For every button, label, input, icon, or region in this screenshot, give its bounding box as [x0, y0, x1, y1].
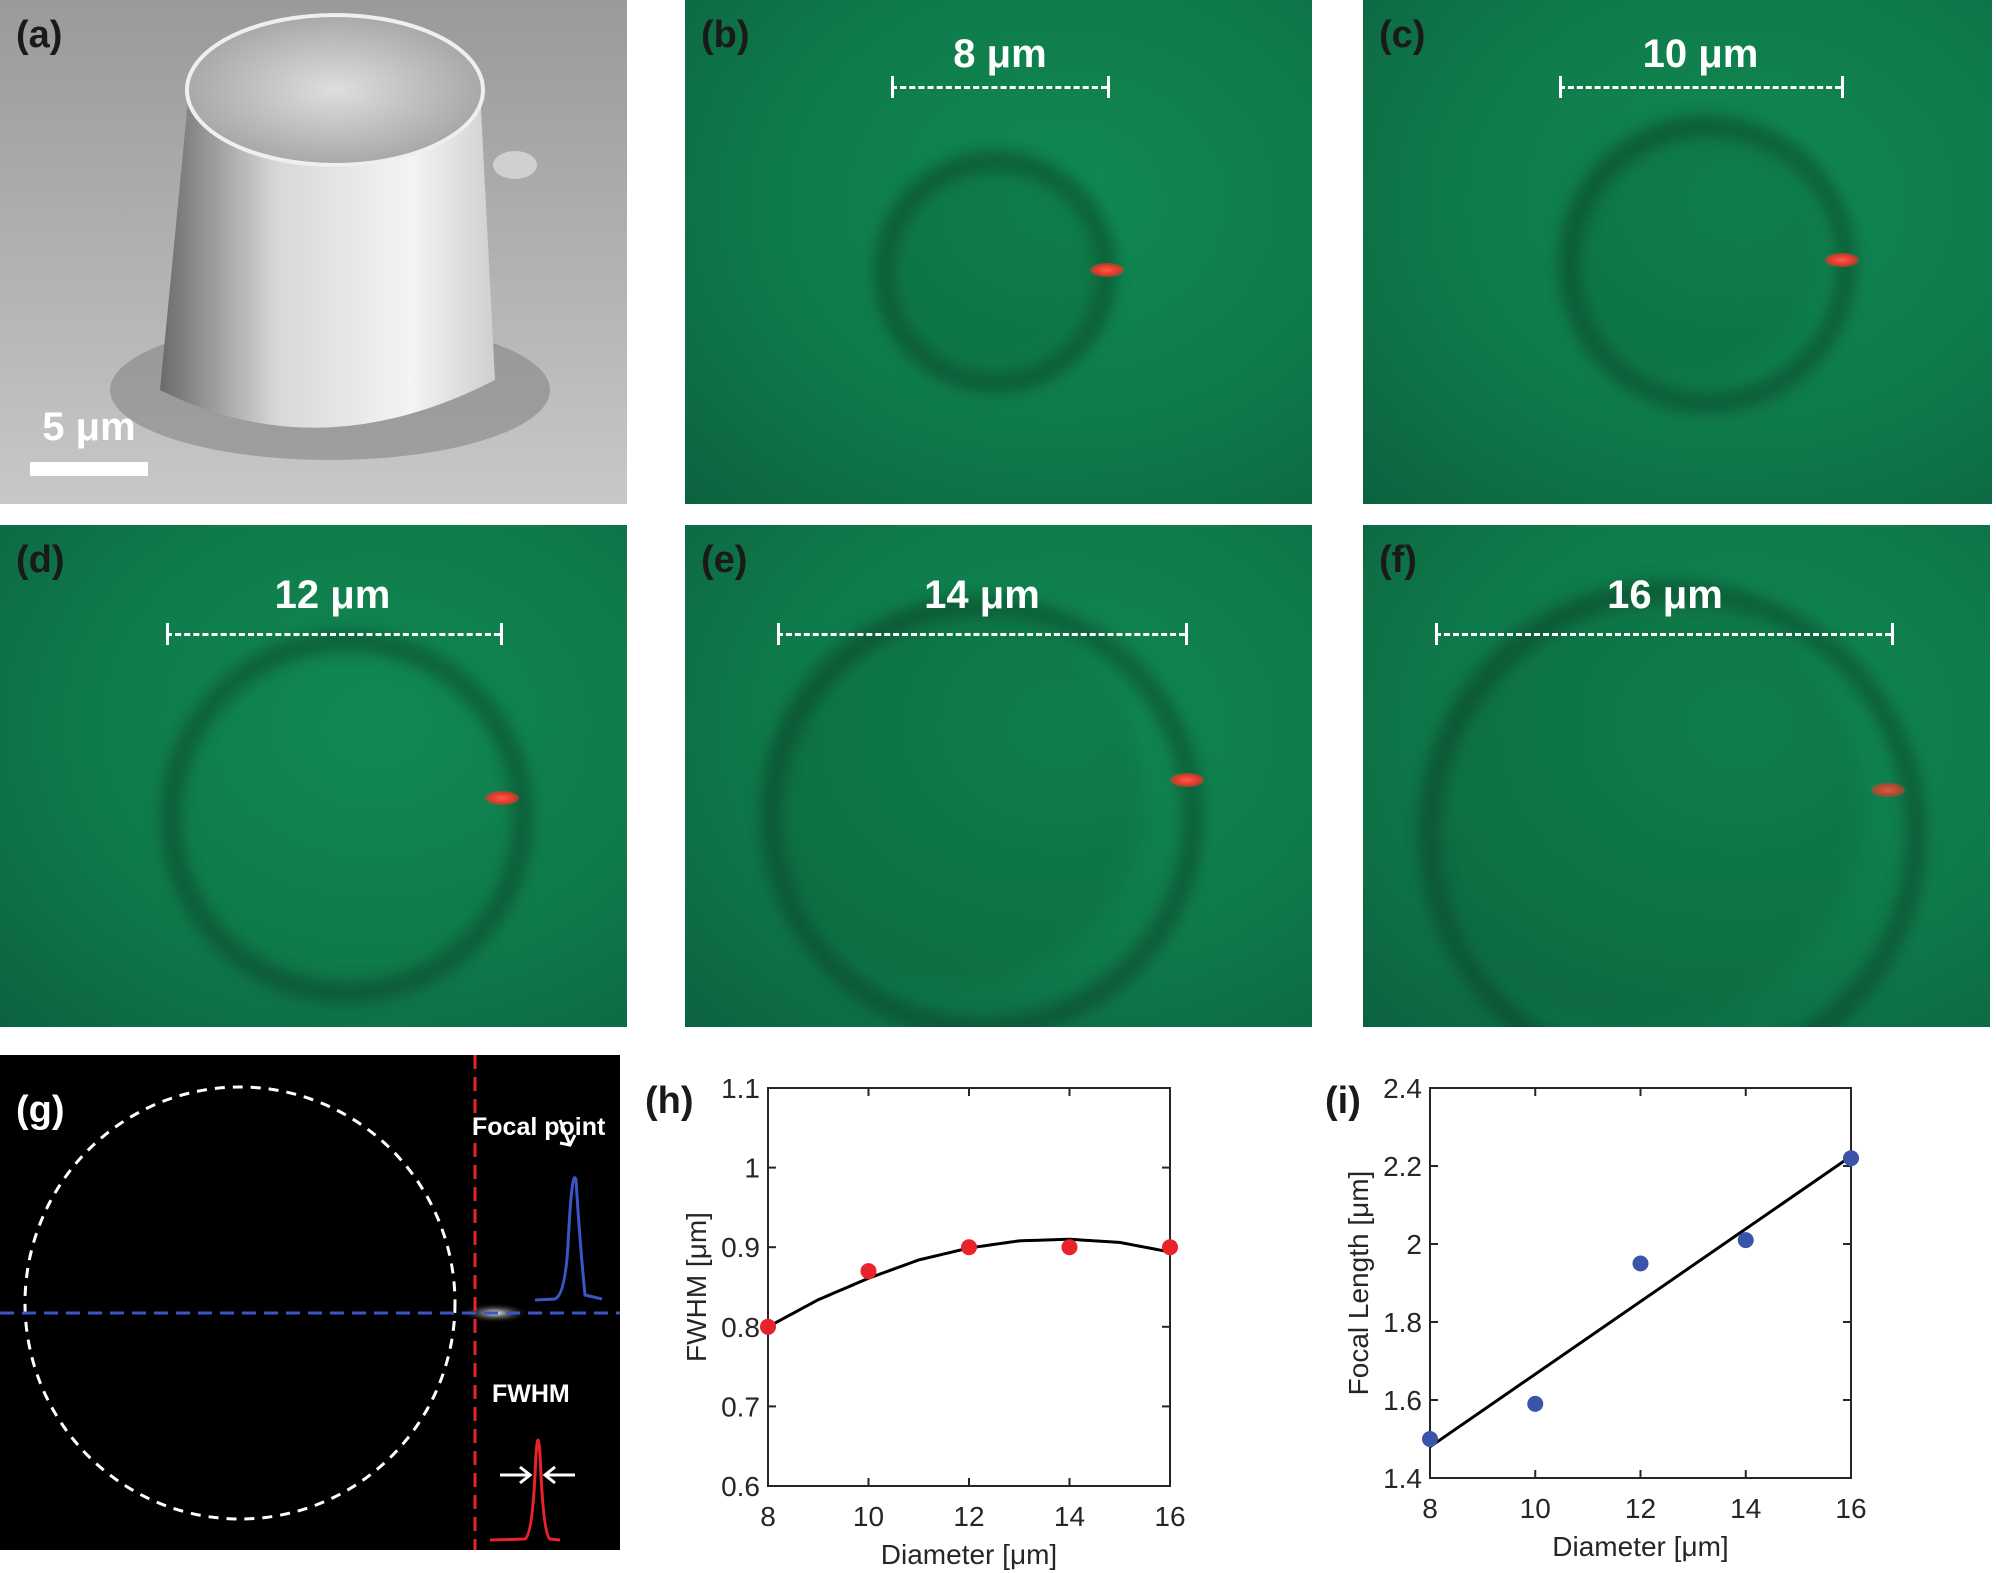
- y-tick-label: 1.1: [721, 1073, 760, 1104]
- scale-bar: [30, 462, 148, 476]
- panel-label: (d): [16, 539, 65, 581]
- x-tick-label: 10: [1520, 1493, 1551, 1524]
- fwhm-chart: 8 10 12 14 16 0.6 0.7 0.8 0.9 1 1.1 Diameter [μm] FW…: [681, 1073, 1186, 1570]
- x-tick-label: 12: [1625, 1493, 1656, 1524]
- x-tick-label: 16: [1835, 1493, 1866, 1524]
- axes-frame: [767, 1087, 1171, 1487]
- scale-bar-label: 5 μm: [42, 405, 136, 449]
- panel-label: (h): [645, 1080, 694, 1122]
- x-axis-label: Diameter [μm]: [881, 1539, 1057, 1570]
- diameter-label: 10 μm: [1642, 32, 1759, 76]
- data-point: [961, 1239, 977, 1256]
- y-tick-label: 1.4: [1383, 1463, 1422, 1494]
- y-tick-label: 0.8: [721, 1312, 760, 1343]
- panel-c-microscope-image: (c) 10 μm: [1363, 0, 1992, 504]
- panel-label: (c): [1379, 14, 1426, 56]
- panel-label: (e): [701, 539, 748, 581]
- y-tick-label: 0.7: [721, 1391, 760, 1422]
- arrow-right-icon: [500, 1465, 533, 1485]
- x-tick-label: 14: [1730, 1493, 1761, 1524]
- panel-f-microscope-image: (f) 16 μm: [1363, 525, 1990, 1027]
- arrow-icon: [558, 1119, 577, 1147]
- panel-g-simulation: (g) Focal point FWHM: [0, 1055, 620, 1550]
- x-tick-label: 8: [1422, 1493, 1438, 1524]
- data-point: [1737, 1232, 1754, 1249]
- data-point: [1843, 1150, 1859, 1167]
- data-point: [760, 1318, 776, 1335]
- fit-line: [1429, 1155, 1852, 1449]
- diameter-label: 12 μm: [274, 573, 391, 617]
- panel-a-sem-image: (a) 5 μm: [0, 0, 627, 504]
- y-axis-label: Focal Length [μm]: [1343, 1171, 1374, 1396]
- y-tick-label: 2.4: [1383, 1073, 1422, 1104]
- y-tick-label: 1: [744, 1153, 760, 1184]
- x-tick-label: 10: [853, 1501, 884, 1532]
- focal-spot: [485, 791, 519, 805]
- y-tick-label: 1.6: [1383, 1385, 1422, 1416]
- panel-label: (a): [16, 14, 63, 56]
- x-tick-label: 14: [1054, 1501, 1085, 1532]
- y-tick-label: 2: [1406, 1229, 1422, 1260]
- focal-point-label: Focal point: [472, 1113, 606, 1141]
- panel-e-microscope-image: (e) 14 μm: [685, 525, 1312, 1027]
- y-tick-label: 1.8: [1383, 1307, 1422, 1338]
- data-point: [1632, 1255, 1649, 1272]
- focal-spot: [1090, 263, 1124, 277]
- panel-b-microscope-image: (b) 8 μm: [685, 0, 1312, 504]
- transverse-profile-red: [489, 1438, 561, 1542]
- data-point: [860, 1263, 877, 1280]
- panel-label: (b): [701, 14, 750, 56]
- x-tick-label: 12: [953, 1501, 984, 1532]
- fwhm-label: FWHM: [492, 1380, 570, 1408]
- panel-d-microscope-image: (d) 12 μm: [0, 525, 627, 1027]
- axial-profile-blue: [534, 1176, 603, 1302]
- y-tick-label: 2.2: [1383, 1151, 1422, 1182]
- panel-label: (i): [1325, 1080, 1361, 1122]
- field-distribution: [0, 1055, 620, 1550]
- y-tick-label: 0.9: [721, 1232, 760, 1263]
- panel-label: (f): [1379, 539, 1417, 581]
- data-point: [1162, 1239, 1178, 1256]
- focal-spot: [1170, 773, 1204, 787]
- focal-length-chart: 8 10 12 14 16 1.4 1.6 1.8 2 2.2 2.4 Diameter [μm] Fo…: [1343, 1073, 1867, 1562]
- data-point: [1527, 1395, 1544, 1412]
- micropillar-image: [110, 13, 550, 460]
- diameter-label: 8 μm: [953, 32, 1047, 76]
- axes-frame: [1429, 1087, 1852, 1479]
- focal-spot: [1825, 253, 1859, 267]
- x-axis-label: Diameter [μm]: [1552, 1531, 1728, 1562]
- panel-label: (g): [16, 1089, 65, 1131]
- focal-spot: [1871, 783, 1905, 797]
- arrow-left-icon: [542, 1465, 575, 1485]
- x-tick-label: 8: [760, 1501, 776, 1532]
- y-tick-label: 0.6: [721, 1471, 760, 1502]
- y-axis-label: FWHM [μm]: [681, 1212, 712, 1362]
- data-point: [1061, 1239, 1078, 1256]
- diameter-label: 16 μm: [1607, 573, 1723, 617]
- x-tick-label: 16: [1154, 1501, 1185, 1532]
- diameter-label: 14 μm: [924, 573, 1040, 617]
- data-point: [1422, 1431, 1438, 1447]
- lens-outline: [23, 1085, 457, 1521]
